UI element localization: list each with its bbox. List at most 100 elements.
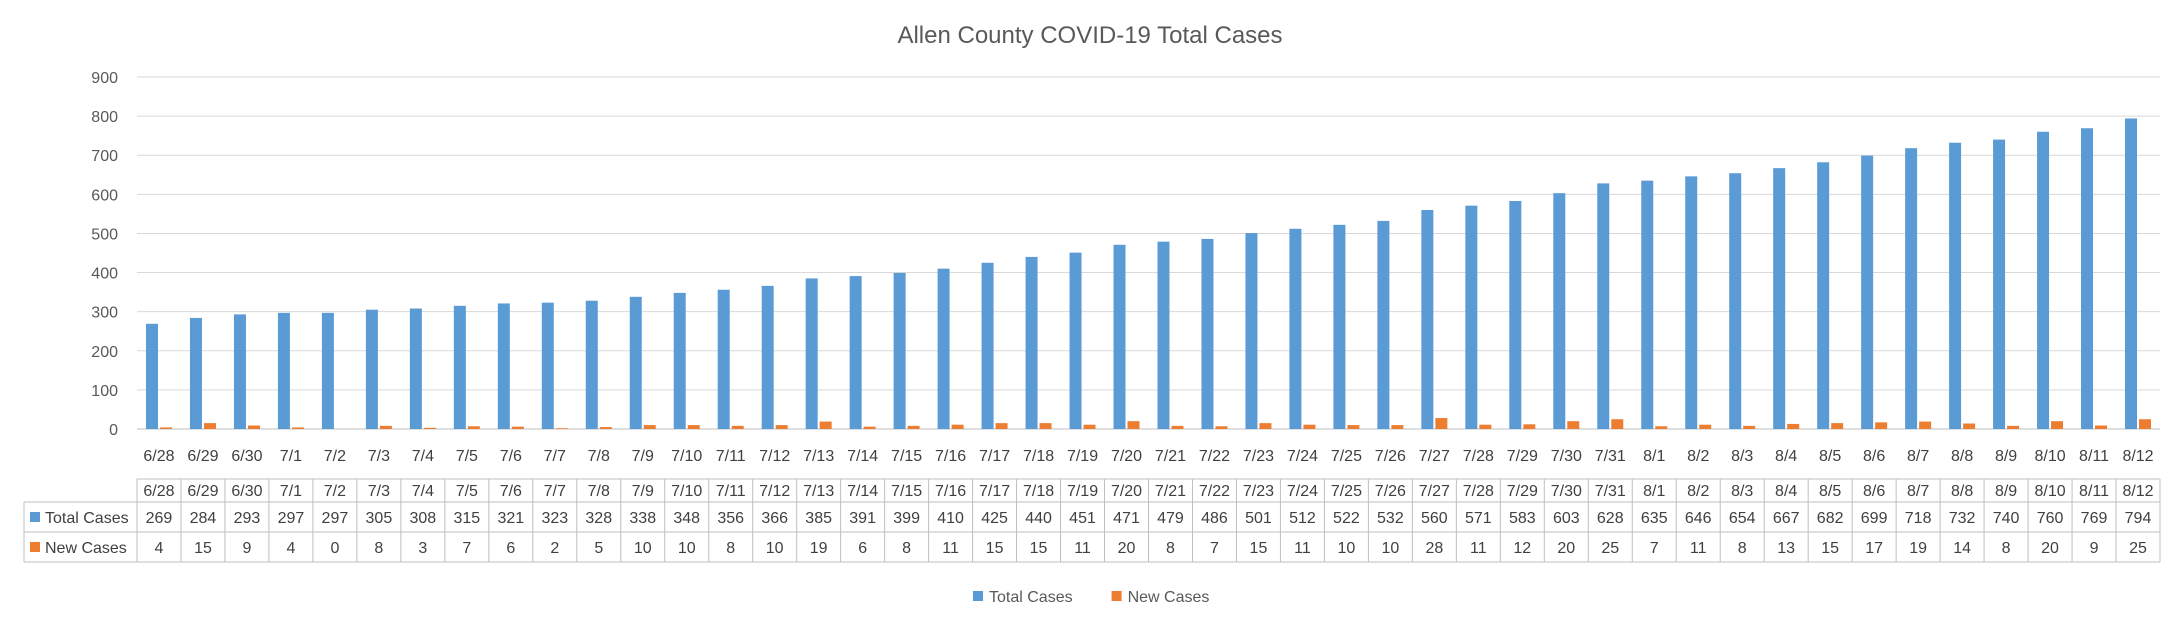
table-cell-total-cases: 603: [1553, 510, 1580, 527]
table-cell-total-cases: 305: [366, 510, 393, 527]
bar-new-cases-8-4: [1787, 423, 1800, 429]
table-cell-new-cases: 7: [1210, 540, 1219, 557]
table-cell-total-cases: 297: [278, 510, 305, 527]
table-header-cell: 7/9: [632, 483, 654, 500]
table-header-cell: 7/4: [412, 483, 434, 500]
table-header-cell: 7/24: [1287, 483, 1318, 500]
table-header-cell: 8/8: [1951, 483, 1973, 500]
x-tick-label: 7/29: [1507, 448, 1538, 465]
bar-new-cases-7-1: [291, 427, 304, 429]
x-tick-label: 8/7: [1907, 448, 1929, 465]
table-cell-new-cases: 15: [1821, 540, 1839, 557]
y-tick-label: 500: [91, 226, 118, 243]
table-cell-new-cases: 19: [1909, 540, 1927, 557]
table-cell-total-cases: 522: [1333, 510, 1360, 527]
bar-total-cases-7-9: [629, 296, 642, 429]
bar-total-cases-7-14: [849, 276, 862, 429]
table-cell-total-cases: 583: [1509, 510, 1536, 527]
table-header-cell: 7/16: [935, 483, 966, 500]
y-tick-label: 200: [91, 344, 118, 361]
legend-label-new-cases: New Cases: [1128, 589, 1210, 606]
table-cell-total-cases: 391: [849, 510, 876, 527]
bar-total-cases-7-26: [1377, 220, 1390, 429]
table-header-cell: 7/29: [1507, 483, 1538, 500]
bar-new-cases-6-29: [203, 423, 216, 429]
table-cell-new-cases: 11: [1294, 540, 1311, 557]
table-cell-total-cases: 646: [1685, 510, 1712, 527]
table-cell-total-cases: 532: [1377, 510, 1404, 527]
bar-new-cases-7-13: [819, 421, 832, 429]
y-tick-label: 300: [91, 305, 118, 322]
table-header-cell: 7/8: [588, 483, 610, 500]
bars: [145, 118, 2152, 430]
table-header-cell: 7/30: [1551, 483, 1582, 500]
table-cell-new-cases: 10: [766, 540, 784, 557]
table-cell-total-cases: 440: [1025, 510, 1052, 527]
table-cell-new-cases: 5: [594, 540, 603, 557]
bar-new-cases-8-7: [1919, 421, 1932, 429]
bar-new-cases-7-12: [775, 425, 788, 429]
bar-total-cases-7-6: [497, 303, 510, 429]
table-cell-total-cases: 348: [673, 510, 700, 527]
x-tick-label: 6/28: [143, 448, 174, 465]
table-cell-new-cases: 7: [462, 540, 471, 557]
table-cell-total-cases: 366: [761, 510, 788, 527]
bar-total-cases-7-23: [1245, 233, 1258, 429]
x-tick-label: 7/26: [1375, 448, 1406, 465]
x-tick-label: 7/19: [1067, 448, 1098, 465]
table-cell-new-cases: 15: [1250, 540, 1268, 557]
table-cell-total-cases: 297: [322, 510, 349, 527]
table-header-cell: 8/12: [2122, 483, 2153, 500]
table-cell-new-cases: 7: [1650, 540, 1659, 557]
bar-total-cases-8-7: [1905, 148, 1918, 429]
bar-total-cases-8-9: [1993, 139, 2006, 430]
table-header-cell: 7/3: [368, 483, 390, 500]
table-header-cell: 6/29: [187, 483, 218, 500]
table-cell-total-cases: 732: [1949, 510, 1976, 527]
x-tick-label: 8/8: [1951, 448, 1973, 465]
bar-total-cases-7-5: [453, 305, 466, 429]
x-tick-label: 7/15: [891, 448, 922, 465]
x-tick-label: 7/31: [1595, 448, 1626, 465]
table-header-cell: 7/21: [1155, 483, 1186, 500]
table-cell-new-cases: 13: [1777, 540, 1795, 557]
table-cell-total-cases: 321: [497, 510, 524, 527]
bar-new-cases-8-5: [1831, 423, 1844, 429]
table-cell-total-cases: 293: [234, 510, 261, 527]
x-tick-label: 8/5: [1819, 448, 1841, 465]
table-cell-new-cases: 8: [1738, 540, 1747, 557]
table-legend-key-new-cases: [30, 542, 40, 552]
table-cell-new-cases: 9: [242, 540, 251, 557]
table-cell-total-cases: 699: [1861, 510, 1888, 527]
x-tick-label: 7/11: [716, 448, 746, 465]
x-tick-label: 7/30: [1551, 448, 1582, 465]
bar-new-cases-7-25: [1347, 425, 1360, 429]
y-tick-label: 900: [91, 70, 118, 87]
bar-new-cases-6-30: [247, 425, 260, 429]
table-cell-new-cases: 0: [330, 540, 339, 557]
bar-total-cases-7-15: [893, 272, 906, 429]
bar-new-cases-7-11: [731, 425, 744, 429]
table-cell-total-cases: 399: [893, 510, 920, 527]
table-cell-new-cases: 20: [1118, 540, 1136, 557]
bar-new-cases-7-27: [1435, 418, 1448, 429]
table-cell-total-cases: 740: [1993, 510, 2020, 527]
bar-new-cases-8-11: [2095, 425, 2108, 429]
x-tick-label: 7/4: [412, 448, 434, 465]
table-cell-new-cases: 11: [1690, 540, 1707, 557]
table-cell-total-cases: 315: [453, 510, 480, 527]
table-cell-new-cases: 25: [2129, 540, 2147, 557]
table-cell-total-cases: 284: [190, 510, 217, 527]
bar-new-cases-7-22: [1215, 426, 1228, 429]
bar-new-cases-7-26: [1391, 425, 1404, 429]
x-tick-label: 7/2: [324, 448, 346, 465]
table-header-cell: 7/17: [979, 483, 1010, 500]
bar-total-cases-8-11: [2081, 128, 2094, 430]
table-header-cell: 7/10: [671, 483, 702, 500]
table-cell-new-cases: 12: [1513, 540, 1531, 557]
bar-total-cases-7-8: [585, 300, 598, 429]
x-tick-label: 7/17: [979, 448, 1010, 465]
table-cell-total-cases: 571: [1465, 510, 1492, 527]
table-cell-total-cases: 512: [1289, 510, 1316, 527]
